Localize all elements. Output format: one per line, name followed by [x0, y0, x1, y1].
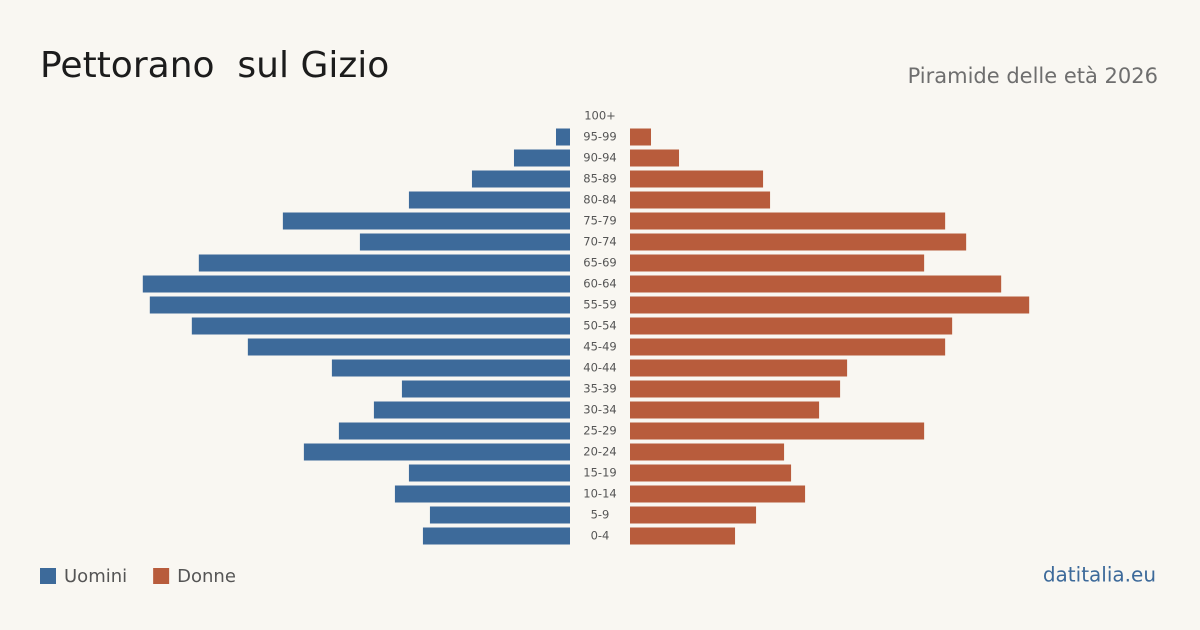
bar [408, 464, 570, 482]
bar [630, 149, 680, 167]
legend-swatch [153, 568, 170, 584]
bar [149, 296, 570, 314]
bar [630, 275, 1002, 293]
bar [282, 212, 570, 230]
bar [630, 401, 820, 419]
age-label: 10-14 [583, 487, 616, 501]
age-label: 25-29 [583, 424, 616, 438]
bar [191, 317, 570, 335]
age-label: 65-69 [583, 256, 616, 270]
legend-swatch [40, 568, 56, 584]
age-label: 15-19 [583, 466, 616, 480]
bar [394, 485, 570, 503]
bar [630, 317, 953, 335]
bar [630, 233, 967, 251]
age-label: 30-34 [583, 403, 616, 417]
bar [630, 191, 771, 209]
bar [630, 338, 946, 356]
bar [247, 338, 570, 356]
bar [198, 254, 570, 272]
bar [429, 506, 570, 524]
age-label: 50-54 [583, 319, 616, 333]
age-label: 100+ [584, 109, 616, 123]
source: datitalia.eu [1043, 563, 1156, 587]
bar [513, 149, 570, 167]
chart-title: Pettorano sul Gizio [40, 45, 389, 86]
bar [630, 380, 841, 398]
legend-label: Uomini [64, 566, 127, 587]
age-label: 20-24 [583, 445, 616, 459]
bar [142, 275, 570, 293]
bar [471, 170, 570, 188]
age-label: 95-99 [583, 130, 616, 144]
bar [408, 191, 570, 209]
bar [630, 254, 925, 272]
bar [359, 233, 570, 251]
legend-label: Donne [177, 566, 236, 587]
age-label: 5-9 [591, 508, 610, 522]
bar [630, 128, 652, 146]
bar [338, 422, 570, 440]
age-label: 80-84 [583, 193, 616, 207]
bar [630, 296, 1030, 314]
bar [303, 443, 570, 461]
age-label: 55-59 [583, 298, 616, 312]
age-label: 40-44 [583, 361, 616, 375]
bar [630, 212, 946, 230]
age-label: 85-89 [583, 172, 616, 186]
age-label: 60-64 [583, 277, 616, 291]
bar [555, 128, 570, 146]
bar [630, 485, 806, 503]
age-label: 90-94 [583, 151, 616, 165]
age-label: 70-74 [583, 235, 616, 249]
bar [373, 401, 570, 419]
age-label: 45-49 [583, 340, 616, 354]
bar [630, 422, 925, 440]
age-label: 0-4 [591, 529, 610, 543]
age-label: 35-39 [583, 382, 616, 396]
age-label: 75-79 [583, 214, 616, 228]
bar [630, 506, 757, 524]
chart-subtitle: Piramide delle età 2026 [908, 64, 1158, 88]
bar [630, 527, 736, 545]
bar [630, 170, 764, 188]
bar [630, 443, 785, 461]
bar [630, 464, 792, 482]
bar [401, 380, 570, 398]
bar [422, 527, 570, 545]
bar [331, 359, 570, 377]
bar [630, 359, 848, 377]
